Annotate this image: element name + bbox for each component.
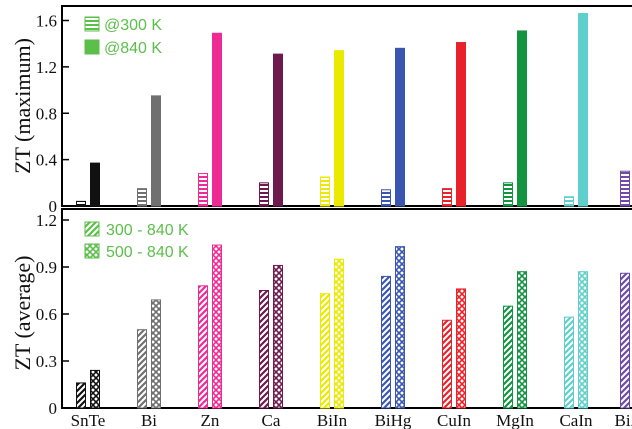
x-tick-label-snte: SnTe	[71, 411, 106, 429]
legend-label-500-840: 500 - 840 K	[106, 244, 189, 261]
bar-biin-a	[320, 176, 330, 207]
x-tick-label-biin: BiIn	[317, 411, 348, 429]
top-y-axis-label: ZT (maximum)	[10, 38, 35, 174]
bar-snte-a	[76, 382, 86, 409]
bar-bihg-b	[395, 47, 405, 207]
legend-label-840k: @840 K	[104, 40, 162, 57]
bar-cuin-a	[442, 319, 452, 409]
bar-zn-b	[212, 244, 222, 409]
y-tick-label: 0.6	[36, 305, 57, 324]
x-tick-label-mgin: MgIn	[496, 411, 534, 429]
bar-ca-a	[259, 182, 269, 207]
bar-bihg-a	[381, 275, 391, 409]
y-tick-label: 1.6	[36, 12, 57, 31]
bar-mgin-a	[503, 305, 513, 409]
bar-biin-a	[320, 293, 330, 409]
legend-swatch-300k	[84, 16, 100, 32]
bar-mgin-b	[517, 271, 527, 409]
top-y-ticks: 0 0.4 0.8 1.2 1.6	[36, 12, 69, 216]
y-tick-label: 0	[49, 197, 58, 216]
bottom-bars	[76, 244, 630, 409]
bar-cain-a	[564, 196, 574, 207]
x-tick-label-zn: Zn	[201, 411, 220, 429]
legend-swatch-840k	[84, 39, 100, 55]
bar-bihg-b	[395, 246, 405, 409]
y-tick-label: 0.3	[36, 352, 57, 371]
x-axis-labels: SnTeBiZnCaBiInBiHgCuInMgInCaInBiZn	[71, 411, 632, 429]
bar-cuin-b	[456, 42, 466, 207]
bar-bi-a	[137, 329, 147, 409]
bar-bizn-a	[620, 272, 630, 409]
bar-zn-a	[198, 173, 208, 207]
bar-zn-a	[198, 285, 208, 409]
y-tick-label: 0	[49, 399, 58, 418]
x-tick-label-cain: CaIn	[559, 411, 593, 429]
bar-ca-b	[273, 53, 283, 207]
bar-ca-b	[273, 264, 283, 409]
bar-zn-b	[212, 32, 222, 207]
bar-bizn-a	[620, 170, 630, 207]
bar-cuin-b	[456, 288, 466, 409]
y-tick-label: 0.4	[36, 151, 58, 170]
x-tick-label-cuin: CuIn	[437, 411, 472, 429]
bar-snte-b	[90, 369, 100, 409]
bar-cain-b	[578, 13, 588, 207]
y-tick-label: 0.8	[36, 104, 57, 123]
top-legend: @300 K @840 K	[84, 16, 162, 57]
bar-ca-a	[259, 290, 269, 409]
y-tick-label: 0.9	[36, 258, 57, 277]
bar-snte-b	[90, 162, 100, 207]
bottom-y-axis-label: ZT (average)	[10, 255, 35, 370]
bar-cain-a	[564, 316, 574, 409]
bottom-y-ticks: 0 0.3 0.6 0.9 1.2	[36, 211, 69, 418]
top-panel: ZT (maximum) 0 0.4 0.8 1.2 1.6 @300 K @840 K	[10, 5, 632, 216]
bar-mgin-a	[503, 182, 513, 207]
x-tick-label-bi: Bi	[141, 411, 157, 429]
x-tick-label-ca: Ca	[262, 411, 281, 429]
bar-cuin-a	[442, 188, 452, 207]
x-tick-label-bihg: BiHg	[375, 411, 412, 429]
bottom-panel: ZT (average) 0 0.3 0.6 0.9 1.2 300 - 840 K 5…	[10, 208, 632, 418]
bottom-plot-frame	[61, 208, 632, 409]
bar-mgin-b	[517, 30, 527, 207]
top-plot-frame	[61, 5, 632, 207]
bar-snte-a	[76, 200, 86, 207]
bottom-legend: 300 - 840 K 500 - 840 K	[84, 221, 189, 261]
bar-bi-b	[151, 95, 161, 207]
y-tick-label: 1.2	[36, 211, 57, 230]
top-bars	[76, 13, 630, 207]
legend-label-300-840: 300 - 840 K	[106, 222, 189, 239]
bar-bihg-a	[381, 189, 391, 207]
bar-cain-b	[578, 271, 588, 409]
bar-bi-b	[151, 299, 161, 409]
legend-label-300k: @300 K	[104, 17, 162, 34]
legend-swatch-500-840	[84, 243, 100, 259]
bar-biin-b	[334, 50, 344, 207]
y-tick-label: 1.2	[36, 58, 57, 77]
bar-biin-b	[334, 258, 344, 409]
legend-swatch-300-840	[84, 221, 100, 237]
bar-bi-a	[137, 188, 147, 207]
